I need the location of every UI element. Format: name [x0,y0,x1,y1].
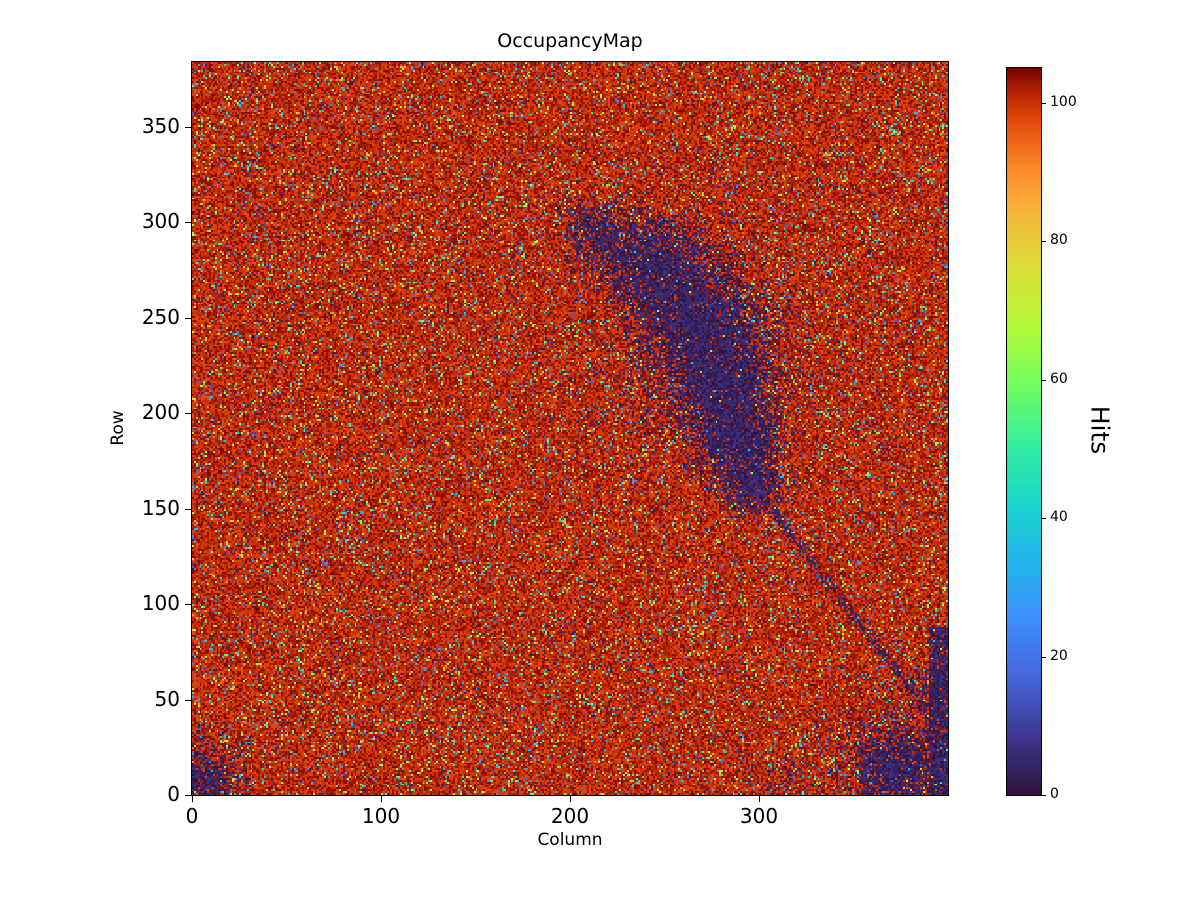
colorbar-tick-label: 60 [1050,370,1068,387]
y-tick-mark [185,604,192,606]
y-tick-mark [185,795,192,796]
colorbar-tick-label: 80 [1050,232,1068,249]
y-tick-label: 100 [141,591,180,616]
colorbar-tick-mark [1041,102,1046,104]
x-tick-mark [759,795,760,802]
colorbar-tick-label: 0 [1050,786,1059,802]
y-tick-mark [185,222,192,224]
plot-title: OccupancyMap [497,30,643,52]
colorbar-tick-mark [1041,518,1046,520]
colorbar-tick-mark [1041,795,1046,796]
colorbar-tick-label: 100 [1050,93,1077,110]
x-tick-mark [381,795,382,802]
colorbar-tick-mark [1041,241,1046,243]
colorbar-tick-mark [1041,656,1046,658]
y-tick-mark [185,508,192,510]
colorbar-label: Hits [1085,405,1115,455]
x-tick-label: 0 [185,804,199,828]
y-tick-label: 50 [154,686,180,711]
colorbar-gradient [1006,67,1042,796]
colorbar-tick-label: 20 [1050,647,1068,664]
y-tick-mark [185,126,192,128]
x-tick-label: 200 [550,804,590,828]
x-axis-label: Column [537,830,603,850]
x-tick-mark [570,795,571,802]
y-tick-label: 150 [141,495,180,520]
y-tick-label: 300 [141,209,180,234]
x-tick-mark [192,795,193,802]
y-tick-mark [185,699,192,701]
x-tick-label: 300 [739,804,779,828]
y-tick-label: 250 [141,304,180,329]
y-tick-label: 350 [141,113,180,138]
y-tick-label: 200 [141,400,180,425]
x-tick-label: 100 [361,804,401,828]
occupancy-heatmap [191,61,949,796]
y-tick-mark [185,317,192,319]
colorbar-tick-label: 40 [1050,509,1068,526]
y-tick-mark [185,413,192,415]
colorbar-tick-mark [1041,379,1046,381]
y-tick-label: 0 [167,782,180,806]
